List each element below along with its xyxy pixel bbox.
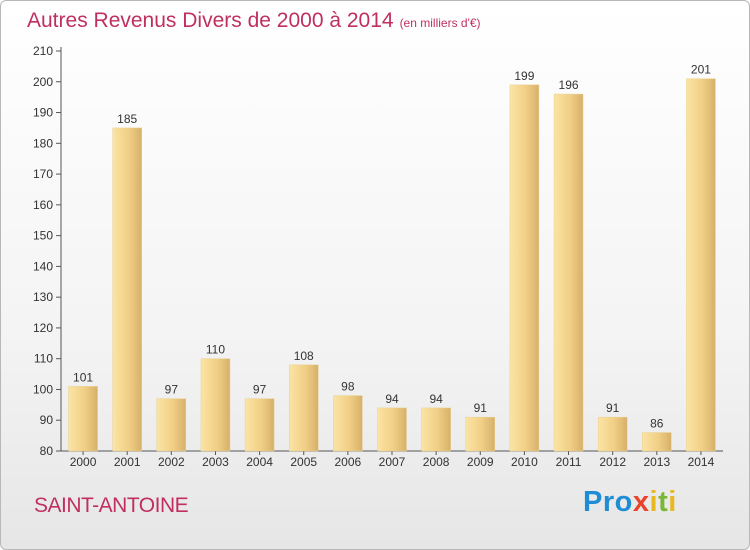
value-label-2009: 91 [474, 401, 488, 415]
bar-2011 [553, 93, 584, 452]
value-label-2013: 86 [650, 417, 664, 431]
y-tick-label: 200 [33, 75, 53, 89]
x-tick-label-2010: 2010 [511, 455, 538, 469]
logo-letter-r: r [602, 486, 615, 518]
bar-2005 [288, 364, 319, 452]
bar-2013 [642, 432, 672, 452]
x-tick-label-2008: 2008 [423, 455, 450, 469]
x-tick-label-2013: 2013 [643, 455, 670, 469]
logo-letter-i: i [649, 486, 659, 518]
x-tick-label-2014: 2014 [688, 455, 715, 469]
bar-2010 [509, 84, 540, 452]
y-tick-label: 210 [33, 44, 53, 58]
y-tick-label: 190 [33, 106, 53, 120]
value-label-2003: 110 [206, 343, 225, 357]
value-label-2005: 108 [294, 349, 314, 363]
x-tick-label-2003: 2003 [202, 455, 229, 469]
bar-2003 [200, 358, 231, 452]
logo-letter-t: t [658, 486, 669, 518]
y-tick-label: 160 [33, 198, 53, 212]
proxiti-logo: Proxiti [583, 486, 677, 519]
x-tick-label-2004: 2004 [246, 455, 273, 469]
bar-2014 [686, 78, 716, 452]
x-tick-label-2006: 2006 [335, 455, 362, 469]
x-tick-label-2009: 2009 [467, 455, 494, 469]
value-label-2014: 201 [691, 63, 711, 77]
chart-title: Autres Revenus Divers de 2000 à 2014 (en … [27, 9, 481, 33]
logo-letter-p: P [583, 486, 603, 518]
y-tick-label: 80 [40, 444, 54, 458]
bar-2001 [112, 127, 142, 452]
y-tick-label: 170 [33, 167, 53, 181]
y-tick-label: 90 [40, 413, 54, 427]
x-tick-label-2011: 2011 [556, 455, 582, 469]
x-tick-label-2007: 2007 [379, 455, 406, 469]
place-name: SAINT-ANTOINE [34, 494, 189, 517]
logo-letter-o: o [614, 486, 633, 518]
value-label-2000: 101 [73, 370, 93, 384]
x-tick-label-2005: 2005 [290, 455, 317, 469]
y-tick-label: 130 [33, 290, 53, 304]
x-tick-label-2002: 2002 [158, 455, 185, 469]
chart-unit: (en milliers d'€) [399, 16, 481, 30]
value-label-2008: 94 [429, 392, 443, 406]
bar-2008 [421, 407, 451, 452]
value-label-2007: 94 [385, 392, 399, 406]
bar-2012 [597, 416, 628, 452]
bar-2007 [377, 407, 407, 452]
x-tick-label-2012: 2012 [599, 455, 626, 469]
x-tick-label-2000: 2000 [70, 455, 97, 469]
bar-2000 [68, 386, 98, 452]
value-label-2002: 97 [165, 383, 179, 397]
logo-letter-x: x [632, 486, 650, 518]
bar-2006 [333, 395, 363, 452]
value-label-2004: 97 [253, 383, 267, 397]
value-label-2012: 91 [606, 401, 620, 415]
y-tick-label: 140 [33, 259, 53, 273]
logo-letter-i-2: i [668, 486, 677, 518]
value-label-2010: 199 [514, 69, 534, 83]
value-label-2001: 185 [117, 112, 137, 126]
y-tick-label: 110 [34, 352, 53, 366]
y-tick-label: 150 [33, 229, 53, 243]
bar-2009 [465, 416, 496, 452]
bar-2004 [244, 398, 275, 452]
chart-title-text: Autres Revenus Divers de 2000 à 2014 [27, 9, 394, 32]
value-label-2006: 98 [341, 380, 355, 394]
y-tick-label: 120 [33, 321, 53, 335]
x-tick-label-2001: 2001 [114, 455, 141, 469]
bar-2002 [156, 398, 187, 452]
y-tick-label: 180 [33, 136, 53, 150]
value-label-2011: 196 [559, 78, 579, 92]
y-tick-label: 100 [33, 382, 53, 396]
